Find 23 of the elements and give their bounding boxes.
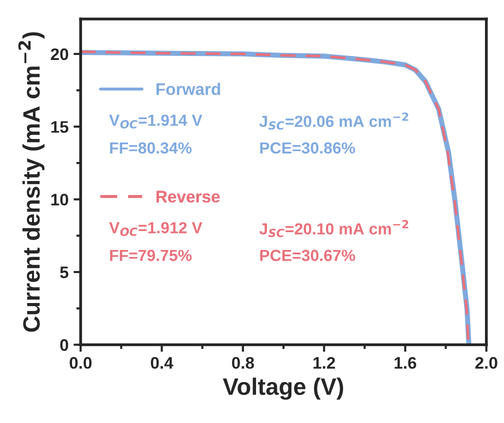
annotation: J$_{SC}$=20.06 mA cm$^{−2}$ [259,112,408,130]
legend-label: Forward [156,82,220,96]
x-tick-label: 0.8 [232,356,254,369]
x-tick-label: 1.6 [394,356,416,369]
y-tick-label: 5 [60,266,68,278]
y-tick-label: 15 [51,121,68,133]
x-tick-label: 0.4 [150,356,174,369]
annotation: J$_{SC}$=20.10 mA cm$^{−2}$ [259,220,408,238]
annotation: PCE=30.86% [260,142,356,154]
annotation: FF=79.75% [110,250,192,262]
x-tick-label: 0.0 [70,356,92,369]
x-axis-title: Voltage (V) [222,378,344,400]
legend-label: Reverse [156,190,220,203]
annotation: PCE=30.67% [260,250,356,262]
x-tick-label: 2.0 [475,356,498,369]
y-tick-label: 0 [60,339,68,351]
x-tick-label: 1.2 [314,356,335,369]
y-tick-label: 20 [50,48,68,60]
y-axis-title: Current density (mA cm$^{−2}$) [18,32,45,332]
annotation: V$_{OC}$=1.914 V [109,114,202,129]
annotation: FF=80.34% [110,142,192,154]
y-tick-label: 10 [51,194,68,206]
annotation: V$_{OC}$=1.912 V [109,222,202,236]
